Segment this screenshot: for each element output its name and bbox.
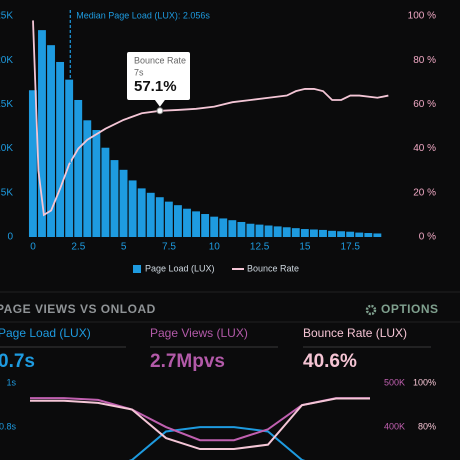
metric-value: 2.7Mpvs	[150, 351, 225, 372]
y-tick-label: 25K	[0, 11, 13, 22]
y3-tick-label: 100%	[413, 378, 436, 388]
series-line	[30, 397, 370, 442]
bar	[74, 99, 83, 237]
x-tick-label: 5	[121, 242, 127, 253]
bar	[101, 147, 110, 237]
metric-label: Page Load (LUX)	[0, 326, 91, 340]
y-tick-label: 0	[7, 232, 13, 243]
bar	[255, 224, 264, 237]
bar	[264, 225, 273, 237]
x-tick-label: 12.5	[250, 242, 270, 253]
bar	[237, 221, 246, 237]
bar	[137, 188, 146, 237]
bar	[56, 61, 65, 237]
bar	[47, 45, 55, 238]
bar	[364, 233, 373, 237]
tooltip-pointer	[154, 100, 165, 107]
bar	[201, 214, 210, 237]
series-line	[30, 397, 370, 451]
bar	[28, 90, 37, 237]
bar	[128, 180, 137, 237]
options-button[interactable]: OPTIONS	[365, 302, 439, 316]
bar	[219, 218, 228, 237]
bar	[164, 201, 173, 237]
bar	[228, 220, 237, 237]
median-label: Median Page Load (LUX): 2.056s	[76, 10, 210, 20]
bar	[337, 231, 346, 237]
metric-label: Bounce Rate (LUX)	[303, 326, 407, 340]
metric-value: 40.6%	[303, 351, 357, 372]
bar	[174, 205, 182, 237]
y2-tick-label: 0 %	[419, 232, 436, 243]
y3-tick-label: 80%	[418, 421, 436, 431]
tooltip-title: Bounce Rate	[134, 55, 186, 65]
y-tick-label: 15K	[0, 99, 13, 110]
y-tick-label: 20K	[0, 55, 13, 66]
bounce-line	[32, 20, 389, 217]
bar	[92, 130, 101, 237]
bar	[355, 232, 364, 237]
legend-label: Bounce Rate	[247, 263, 299, 273]
bar	[346, 231, 355, 237]
bar	[183, 208, 191, 237]
metric-value: 0.7s	[0, 351, 35, 372]
bar	[83, 120, 92, 237]
y2-tick-label: 100 %	[408, 11, 436, 22]
bar	[282, 227, 291, 237]
x-tick-label: 2.5	[71, 242, 85, 253]
bar	[300, 229, 309, 237]
legend-swatch	[133, 265, 141, 273]
x-tick-label: 7.5	[162, 242, 176, 253]
x-tick-label: 17.5	[341, 242, 361, 253]
y2-tick-label: 500K	[384, 378, 405, 388]
y2-tick-label: 400K	[384, 421, 405, 431]
bar	[110, 160, 119, 237]
gear-icon	[365, 304, 377, 316]
y-tick-label: 10K	[0, 143, 13, 154]
bar	[192, 211, 201, 237]
bar	[309, 229, 318, 237]
tooltip-x: 7s	[134, 67, 144, 77]
y2-tick-label: 60 %	[413, 99, 436, 110]
bar	[246, 223, 255, 237]
bar	[210, 216, 219, 237]
y-tick-label: 0.8s	[0, 421, 16, 431]
bar	[291, 228, 300, 237]
tooltip-value: 57.1%	[134, 78, 177, 95]
section-title: PAGE VIEWS VS ONLOAD	[0, 302, 156, 316]
x-tick-label: 0	[30, 242, 36, 253]
bar	[273, 226, 282, 237]
bar	[38, 30, 46, 238]
y2-tick-label: 40 %	[413, 143, 436, 154]
bar	[65, 79, 74, 237]
bar	[119, 169, 128, 237]
tooltip-point	[156, 107, 164, 115]
series-line	[128, 426, 306, 460]
bar	[155, 197, 164, 237]
bar	[373, 233, 382, 237]
bar	[319, 229, 327, 237]
plot-area	[30, 397, 370, 460]
x-tick-label: 10	[209, 242, 221, 253]
bar	[146, 192, 155, 237]
x-tick-label: 15	[299, 242, 311, 253]
metric-label: Page Views (LUX)	[150, 326, 248, 340]
tooltip-box	[127, 52, 190, 100]
bar	[328, 230, 336, 237]
options-label[interactable]: OPTIONS	[381, 302, 439, 316]
y-tick-label: 1s	[6, 378, 16, 388]
y2-tick-label: 80 %	[413, 55, 436, 66]
y-tick-label: 5K	[1, 187, 14, 198]
y2-tick-label: 20 %	[413, 187, 436, 198]
legend-label: Page Load (LUX)	[145, 263, 215, 273]
